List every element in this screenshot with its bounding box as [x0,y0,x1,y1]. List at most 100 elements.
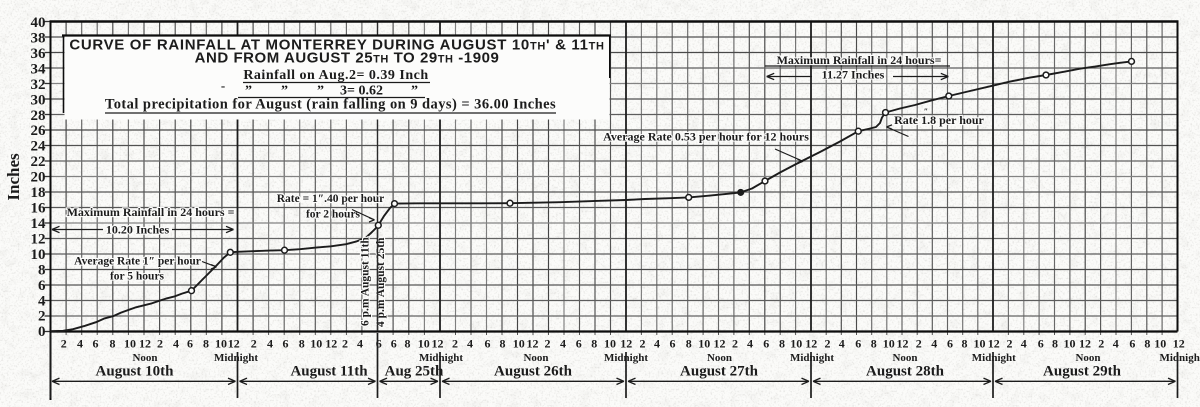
svg-text:10.20 Inches: 10.20 Inches [106,223,170,237]
svg-text:August 11th: August 11th [290,364,368,380]
svg-text:CURVE OF RAINFALL AT MONTERREY: CURVE OF RAINFALL AT MONTERREY DURING AU… [69,37,604,54]
svg-text:2: 2 [61,337,67,351]
svg-text:10: 10 [1154,337,1166,351]
svg-text:10: 10 [215,337,227,351]
svg-text:4: 4 [467,337,473,351]
svg-text:6: 6 [376,337,382,351]
svg-text:12: 12 [620,337,632,351]
svg-text:12: 12 [325,337,337,351]
svg-text:26: 26 [31,123,47,139]
svg-text:12: 12 [714,337,726,351]
svg-text:”””3= 0.62”: ””” 3= 0.62” [245,84,418,99]
svg-text:6: 6 [947,337,953,351]
svg-text:8: 8 [110,337,116,351]
svg-text:4: 4 [77,337,83,351]
svg-text:4: 4 [357,337,363,351]
svg-text:-: - [221,78,225,93]
svg-text:4: 4 [1113,337,1119,351]
svg-text:6: 6 [391,337,397,351]
svg-text:for 2 hours: for 2 hours [306,209,361,221]
svg-text:6: 6 [576,337,582,351]
svg-text:28: 28 [31,108,46,124]
svg-text:12: 12 [527,337,539,351]
svg-text:6 p.m August 11th: 6 p.m August 11th [360,237,372,326]
svg-text:12: 12 [805,337,817,351]
svg-text:8: 8 [203,337,209,351]
svg-text:Midnight: Midnight [790,352,834,364]
svg-text:8: 8 [38,262,46,278]
svg-text:12: 12 [1173,337,1185,351]
svg-text:AND FROM AUGUST 25TH TO 29TH -: AND FROM AUGUST 25TH TO 29TH -1909 [195,50,500,67]
svg-text:Average Rate 0.53 per hour for: Average Rate 0.53 per hour for 12 hours [603,130,809,144]
svg-text:6: 6 [670,337,676,351]
svg-text:2: 2 [1098,337,1104,351]
svg-text:10: 10 [513,337,525,351]
svg-text:8: 8 [405,337,411,351]
svg-text:Maximum Rainfall in 24 hours =: Maximum Rainfall in 24 hours = [67,205,235,219]
svg-text:11.27 Inches: 11.27 Inches [822,68,885,82]
svg-text:8: 8 [779,337,785,351]
svg-text:14: 14 [31,216,47,232]
svg-text:6: 6 [855,337,861,351]
svg-text:12: 12 [897,337,909,351]
svg-text:6: 6 [93,337,99,351]
svg-text:4: 4 [654,337,660,351]
svg-text:32: 32 [31,77,46,93]
svg-text:34: 34 [31,61,47,77]
svg-text:Maximum Rainfall in 24 hours=: Maximum Rainfall in 24 hours= [777,53,942,67]
svg-text:4: 4 [173,337,179,351]
svg-text:10: 10 [974,337,986,351]
svg-text:12: 12 [139,337,151,351]
svg-text:12: 12 [988,337,1000,351]
svg-text:24: 24 [31,139,47,155]
svg-text:22: 22 [31,154,46,170]
svg-text:4: 4 [267,337,273,351]
svg-text:2: 2 [157,337,163,351]
svg-text:12: 12 [228,337,240,351]
svg-text:2: 2 [38,309,46,325]
svg-text:8: 8 [1052,337,1058,351]
svg-text:2: 2 [251,337,257,351]
svg-text:20: 20 [31,170,46,186]
svg-text:Rate = 1″.40 per hour: Rate = 1″.40 per hour [277,193,385,205]
svg-text:Rate 1.8 per hour: Rate 1.8 per hour [894,113,984,127]
svg-text:36: 36 [31,46,47,62]
svg-text:for 5 hours: for 5 hours [110,271,165,283]
svg-text:Noon: Noon [1075,352,1100,364]
svg-text:16: 16 [31,201,47,217]
svg-text:10: 10 [310,337,322,351]
svg-text:Midnight: Midnight [214,352,258,364]
svg-text:Average Rate 1″ per hour: Average Rate 1″ per hour [74,256,201,268]
svg-text:4: 4 [38,293,46,309]
svg-text:12: 12 [432,337,444,351]
svg-text:10: 10 [790,337,802,351]
svg-text:2: 2 [916,337,922,351]
svg-text:8: 8 [686,337,692,351]
svg-text:August 29th: August 29th [1043,364,1122,380]
svg-text:Noon: Noon [892,352,917,364]
svg-text:2: 2 [545,337,551,351]
svg-text:10: 10 [418,337,430,351]
svg-text:Noon: Noon [523,352,548,364]
svg-text:8: 8 [299,337,305,351]
svg-text:6: 6 [187,337,193,351]
svg-text:″: ″ [924,107,928,116]
svg-text:30: 30 [31,92,46,108]
svg-text:10: 10 [31,247,46,263]
svg-text:August 26th: August 26th [494,364,573,380]
svg-text:Midnight: Midnight [972,352,1016,364]
svg-text:10: 10 [698,337,710,351]
svg-text:4: 4 [747,337,753,351]
svg-text:10: 10 [1064,337,1076,351]
svg-text:38: 38 [31,31,46,47]
svg-text:Total precipitation for August: Total precipitation for August (rain fal… [105,97,556,113]
svg-text:10: 10 [604,337,616,351]
svg-text:0: 0 [38,324,46,340]
svg-text:August 28th: August 28th [866,364,945,380]
svg-text:6: 6 [763,337,769,351]
svg-text:2: 2 [640,337,646,351]
svg-text:Midnight: Midnight [1159,352,1200,364]
svg-text:4: 4 [839,337,845,351]
svg-text:Noon: Noon [132,352,157,364]
svg-text:8: 8 [871,337,877,351]
